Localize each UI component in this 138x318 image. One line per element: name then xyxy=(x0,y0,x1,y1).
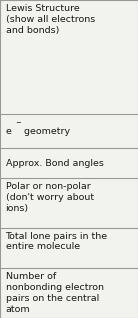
Bar xyxy=(0,268,138,318)
Text: Number of
nonbonding electron
pairs on the central
atom: Number of nonbonding electron pairs on t… xyxy=(6,273,103,314)
Text: geometry: geometry xyxy=(21,127,71,135)
Text: Approx. Bond angles: Approx. Bond angles xyxy=(6,159,103,168)
Text: Polar or non-polar
(don't worry about
ions): Polar or non-polar (don't worry about io… xyxy=(6,183,94,213)
Text: Lewis Structure
(show all electrons
and bonds): Lewis Structure (show all electrons and … xyxy=(6,4,95,34)
Text: e: e xyxy=(6,127,11,135)
Text: Total lone pairs in the
entire molecule: Total lone pairs in the entire molecule xyxy=(6,232,108,252)
Bar xyxy=(0,0,138,114)
Bar xyxy=(0,114,138,148)
Text: −: − xyxy=(15,121,21,127)
Bar xyxy=(0,228,138,268)
Bar xyxy=(0,148,138,178)
Bar xyxy=(0,178,138,228)
